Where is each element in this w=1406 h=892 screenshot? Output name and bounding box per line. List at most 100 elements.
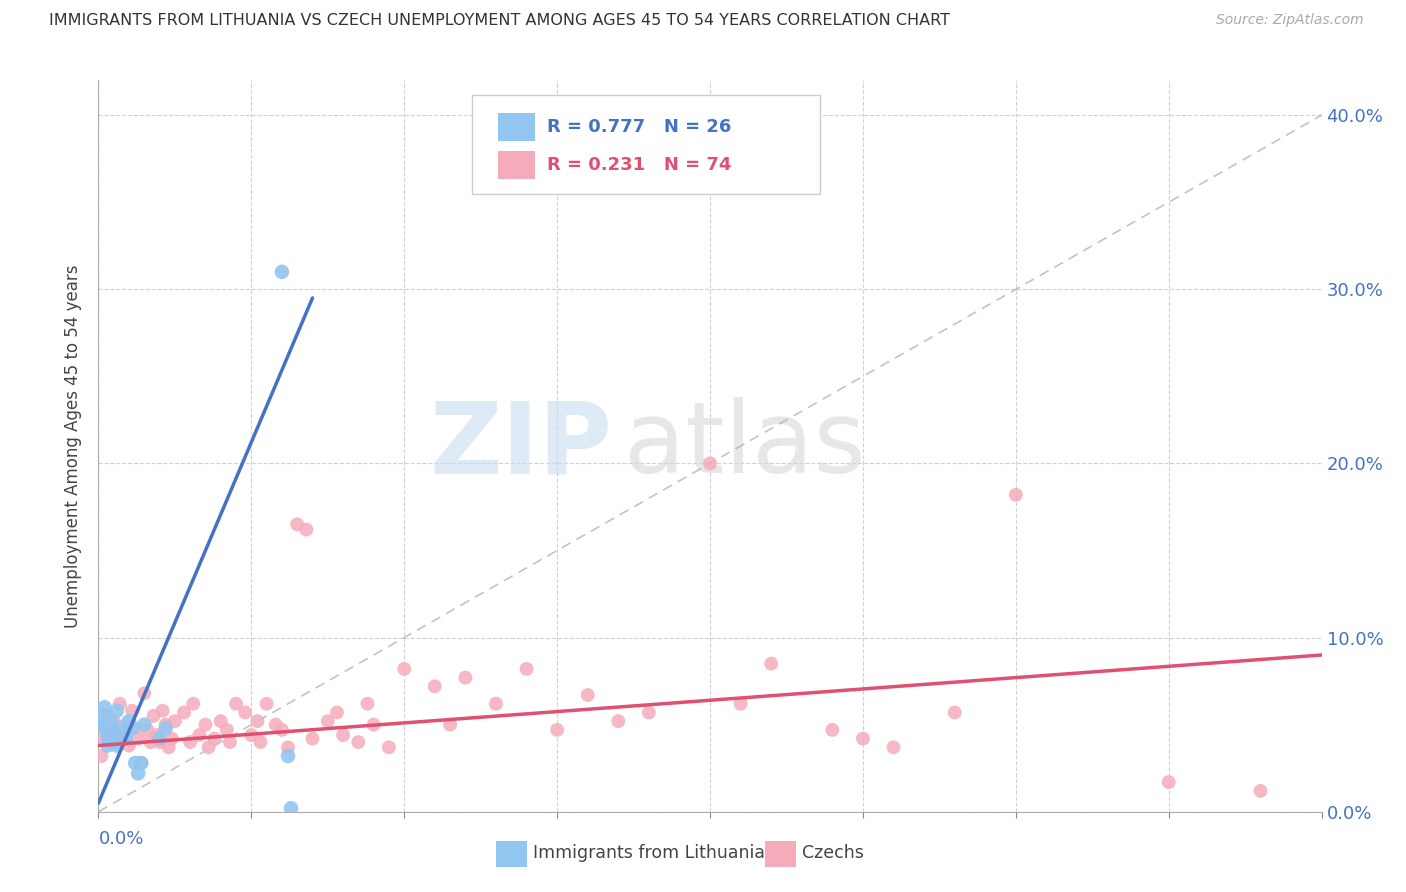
FancyBboxPatch shape bbox=[498, 152, 536, 179]
FancyBboxPatch shape bbox=[765, 841, 796, 867]
Point bbox=[454, 671, 477, 685]
Point bbox=[118, 714, 141, 728]
Point bbox=[423, 679, 446, 693]
Point bbox=[155, 721, 177, 735]
Text: 0.0%: 0.0% bbox=[98, 830, 143, 848]
Point bbox=[136, 723, 159, 737]
Point bbox=[163, 714, 186, 728]
Point bbox=[152, 704, 174, 718]
Point bbox=[277, 740, 299, 755]
Point bbox=[118, 739, 141, 753]
Point bbox=[129, 756, 152, 770]
Point bbox=[93, 731, 115, 746]
Point bbox=[285, 517, 308, 532]
Point bbox=[759, 657, 782, 671]
Point bbox=[277, 749, 299, 764]
Point bbox=[97, 709, 120, 723]
Point bbox=[204, 731, 226, 746]
Point bbox=[127, 731, 149, 746]
Point bbox=[93, 721, 115, 735]
Point bbox=[439, 717, 461, 731]
Point bbox=[115, 717, 138, 731]
Text: ZIP: ZIP bbox=[429, 398, 612, 494]
Point bbox=[730, 697, 752, 711]
Point bbox=[270, 723, 292, 737]
Point bbox=[1249, 784, 1271, 798]
Point bbox=[1004, 488, 1026, 502]
Point bbox=[270, 265, 292, 279]
Point bbox=[215, 723, 238, 737]
Point bbox=[111, 728, 134, 742]
Point bbox=[100, 726, 122, 740]
Point bbox=[97, 739, 120, 753]
Point bbox=[105, 704, 128, 718]
Text: IMMIGRANTS FROM LITHUANIA VS CZECH UNEMPLOYMENT AMONG AGES 45 TO 54 YEARS CORREL: IMMIGRANTS FROM LITHUANIA VS CZECH UNEMP… bbox=[49, 13, 950, 29]
Point bbox=[219, 735, 242, 749]
Y-axis label: Unemployment Among Ages 45 to 54 years: Unemployment Among Ages 45 to 54 years bbox=[65, 264, 83, 628]
Point bbox=[256, 697, 278, 711]
Point bbox=[160, 731, 183, 746]
Point bbox=[378, 740, 401, 755]
Point bbox=[209, 714, 232, 728]
Point bbox=[93, 700, 115, 714]
Point bbox=[139, 735, 162, 749]
Point bbox=[852, 731, 875, 746]
Point bbox=[115, 731, 138, 746]
Point bbox=[546, 723, 568, 737]
Point bbox=[347, 735, 370, 749]
Point bbox=[105, 739, 128, 753]
Point bbox=[246, 714, 269, 728]
Point bbox=[188, 728, 211, 742]
Point bbox=[129, 756, 152, 770]
Text: Immigrants from Lithuania: Immigrants from Lithuania bbox=[533, 845, 765, 863]
Point bbox=[124, 756, 146, 770]
Point bbox=[326, 706, 349, 720]
Point bbox=[316, 714, 339, 728]
FancyBboxPatch shape bbox=[496, 841, 527, 867]
Point bbox=[225, 697, 247, 711]
Point bbox=[356, 697, 378, 711]
Text: R = 0.231   N = 74: R = 0.231 N = 74 bbox=[547, 156, 731, 174]
FancyBboxPatch shape bbox=[471, 95, 820, 194]
Point bbox=[108, 697, 131, 711]
Point bbox=[883, 740, 905, 755]
Point bbox=[821, 723, 844, 737]
Point bbox=[295, 523, 318, 537]
Point bbox=[280, 801, 302, 815]
Point bbox=[576, 688, 599, 702]
Point bbox=[194, 717, 217, 731]
Point bbox=[121, 704, 143, 718]
Point bbox=[197, 740, 219, 755]
Point bbox=[392, 662, 416, 676]
Point bbox=[485, 697, 508, 711]
Point bbox=[90, 717, 112, 731]
Point bbox=[100, 726, 122, 740]
Text: R = 0.777   N = 26: R = 0.777 N = 26 bbox=[547, 118, 731, 136]
Point bbox=[105, 735, 128, 749]
Point bbox=[103, 724, 125, 739]
Point bbox=[97, 730, 120, 744]
Point bbox=[100, 714, 122, 728]
FancyBboxPatch shape bbox=[498, 113, 536, 141]
Point bbox=[332, 728, 354, 742]
Point bbox=[121, 721, 143, 735]
Point bbox=[181, 697, 204, 711]
Text: Source: ZipAtlas.com: Source: ZipAtlas.com bbox=[1216, 13, 1364, 28]
Point bbox=[179, 735, 201, 749]
Point bbox=[90, 749, 112, 764]
Point bbox=[249, 735, 271, 749]
Point bbox=[699, 457, 721, 471]
Point bbox=[103, 735, 125, 749]
Point bbox=[157, 740, 180, 755]
Point bbox=[363, 717, 385, 731]
Point bbox=[264, 717, 287, 731]
Point bbox=[93, 709, 115, 723]
Point bbox=[233, 706, 256, 720]
Point bbox=[134, 717, 156, 731]
Point bbox=[127, 766, 149, 780]
Point bbox=[607, 714, 630, 728]
Point bbox=[301, 731, 323, 746]
Point bbox=[240, 728, 263, 742]
Point bbox=[124, 721, 146, 735]
Point bbox=[134, 686, 156, 700]
